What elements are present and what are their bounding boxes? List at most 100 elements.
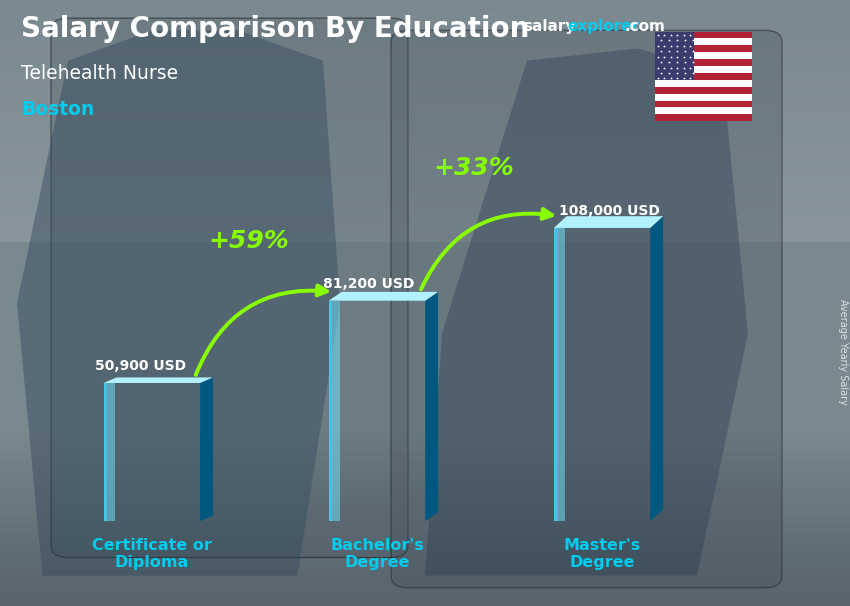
Bar: [554, 228, 556, 521]
Bar: [654, 32, 694, 80]
Bar: [555, 228, 557, 521]
Bar: [330, 301, 332, 521]
Bar: [330, 301, 332, 521]
Bar: [654, 87, 752, 93]
Bar: [104, 383, 106, 521]
Text: salary: salary: [523, 19, 575, 35]
Bar: [329, 301, 332, 521]
Bar: [0, 212, 850, 218]
Bar: [330, 301, 332, 521]
Bar: [554, 228, 556, 521]
Bar: [554, 228, 557, 521]
Bar: [105, 383, 107, 521]
Bar: [555, 228, 557, 521]
Bar: [554, 228, 556, 521]
Bar: [0, 109, 850, 115]
Bar: [330, 301, 332, 521]
Bar: [554, 228, 556, 521]
Bar: [330, 301, 332, 521]
Bar: [555, 228, 558, 521]
Bar: [330, 301, 332, 521]
Bar: [330, 301, 332, 521]
Bar: [105, 383, 107, 521]
Bar: [554, 228, 556, 521]
Bar: [0, 133, 850, 139]
Bar: [0, 433, 850, 606]
Bar: [105, 383, 107, 521]
Bar: [0, 470, 850, 606]
Bar: [555, 228, 558, 521]
Bar: [330, 301, 332, 521]
Bar: [554, 228, 557, 521]
Bar: [654, 101, 752, 107]
Bar: [555, 228, 558, 521]
Bar: [0, 542, 850, 606]
Bar: [555, 228, 557, 521]
Bar: [555, 228, 558, 521]
Bar: [104, 383, 106, 521]
Bar: [554, 228, 556, 521]
Bar: [329, 301, 332, 521]
Bar: [0, 121, 850, 127]
Bar: [555, 228, 557, 521]
Bar: [331, 301, 332, 521]
Bar: [554, 228, 557, 521]
Bar: [0, 91, 850, 97]
Bar: [554, 228, 557, 521]
Bar: [0, 551, 850, 606]
Bar: [0, 461, 850, 606]
Bar: [105, 383, 106, 521]
Bar: [105, 383, 107, 521]
Bar: [554, 228, 557, 521]
Bar: [554, 228, 557, 521]
Bar: [104, 383, 106, 521]
Bar: [329, 301, 332, 521]
Polygon shape: [650, 216, 663, 521]
Bar: [104, 383, 106, 521]
Bar: [329, 301, 331, 521]
Bar: [330, 301, 332, 521]
FancyBboxPatch shape: [391, 30, 782, 588]
Bar: [0, 206, 850, 212]
Bar: [105, 383, 106, 521]
Bar: [654, 73, 752, 80]
Bar: [105, 383, 107, 521]
Bar: [105, 383, 107, 521]
Bar: [104, 383, 106, 521]
Bar: [554, 228, 556, 521]
Bar: [105, 383, 107, 521]
Bar: [329, 301, 332, 521]
Bar: [555, 228, 558, 521]
Bar: [105, 383, 107, 521]
Bar: [330, 301, 332, 521]
Bar: [555, 228, 558, 521]
Bar: [0, 488, 850, 606]
Bar: [105, 383, 107, 521]
Bar: [105, 383, 106, 521]
Bar: [0, 561, 850, 606]
Text: Boston: Boston: [21, 100, 94, 119]
Bar: [329, 301, 332, 521]
Bar: [0, 67, 850, 73]
Bar: [0, 236, 850, 242]
Bar: [555, 228, 557, 521]
Bar: [104, 383, 105, 521]
Bar: [105, 383, 106, 521]
Bar: [0, 588, 850, 606]
Bar: [0, 152, 850, 158]
Bar: [554, 228, 557, 521]
Bar: [104, 383, 106, 521]
Bar: [0, 42, 850, 48]
Bar: [105, 383, 107, 521]
Bar: [0, 103, 850, 109]
Bar: [329, 301, 331, 521]
Bar: [329, 301, 332, 521]
Bar: [329, 301, 331, 521]
Text: Average Yearly Salary: Average Yearly Salary: [838, 299, 848, 404]
Bar: [654, 66, 752, 73]
Bar: [0, 158, 850, 164]
Bar: [0, 570, 850, 606]
Bar: [330, 301, 332, 521]
Bar: [554, 228, 557, 521]
Bar: [0, 182, 850, 188]
